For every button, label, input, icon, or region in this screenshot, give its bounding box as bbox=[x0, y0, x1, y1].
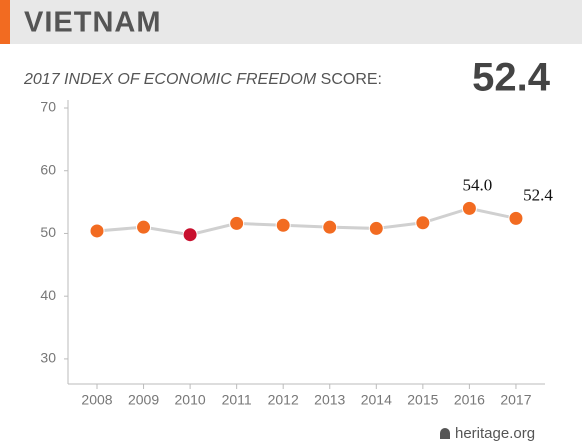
x-tick-label: 2011 bbox=[222, 392, 252, 408]
x-tick-label: 2016 bbox=[454, 392, 485, 408]
y-tick-label: 60 bbox=[40, 161, 56, 177]
x-tick-label: 2014 bbox=[361, 392, 392, 408]
value-label: 52.4 bbox=[523, 185, 553, 204]
y-tick-label: 50 bbox=[40, 224, 56, 240]
subtitle: 2017 INDEX OF ECONOMIC FREEDOM SCORE: bbox=[23, 71, 382, 88]
source-text: heritage.org bbox=[455, 425, 535, 442]
series-line bbox=[96, 206, 517, 237]
x-tick-label: 2008 bbox=[81, 392, 112, 408]
data-point bbox=[136, 219, 152, 235]
x-tick-label: 2017 bbox=[500, 392, 531, 408]
data-point bbox=[182, 227, 198, 243]
data-point bbox=[415, 215, 431, 231]
y-tick-label: 70 bbox=[40, 99, 56, 115]
header-band bbox=[0, 0, 582, 44]
data-point bbox=[275, 217, 291, 233]
subtitle-rest: SCORE: bbox=[321, 71, 382, 88]
chart-title: VIETNAM bbox=[24, 7, 162, 39]
x-tick-label: 2009 bbox=[128, 392, 159, 408]
data-point bbox=[368, 220, 384, 236]
y-tick-label: 30 bbox=[40, 350, 56, 366]
score: 52.4 bbox=[472, 56, 551, 100]
x-tick-label: 2012 bbox=[268, 392, 299, 408]
bell-icon bbox=[440, 428, 450, 439]
source: heritage.org bbox=[440, 425, 535, 442]
data-point bbox=[461, 200, 477, 216]
subtitle-italic: 2017 INDEX OF ECONOMIC FREEDOM bbox=[23, 71, 317, 88]
data-point bbox=[229, 215, 245, 231]
header-accent bbox=[0, 0, 10, 44]
x-tick-label: 2015 bbox=[407, 392, 438, 408]
value-label: 54.0 bbox=[463, 175, 493, 194]
x-tick-label: 2013 bbox=[314, 392, 345, 408]
data-point bbox=[322, 219, 338, 235]
data-point bbox=[89, 223, 105, 239]
y-tick-label: 40 bbox=[40, 287, 56, 303]
data-point bbox=[508, 210, 524, 226]
x-tick-label: 2010 bbox=[175, 392, 206, 408]
